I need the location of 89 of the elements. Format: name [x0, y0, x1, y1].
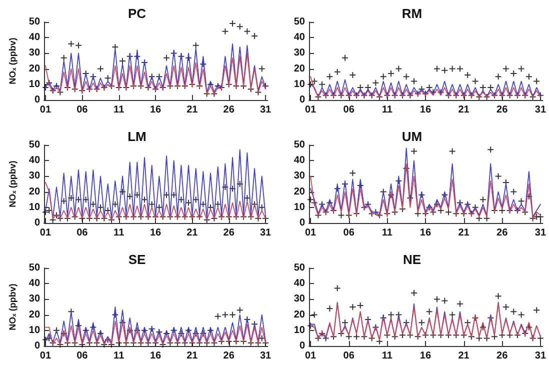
y-tick-label: 40	[28, 32, 40, 44]
x-tick-label: 16	[420, 228, 432, 238]
y-tick-label: 50	[294, 16, 306, 28]
y-tick-label: 20	[28, 186, 40, 198]
y-tick-label: 0	[34, 218, 40, 228]
y-tick-label: 10	[28, 78, 40, 90]
x-tick-label: 21	[186, 350, 198, 362]
x-tick-label: 26	[223, 228, 235, 238]
y-tick-label: 50	[28, 140, 40, 150]
y-tick-label: 30	[294, 294, 306, 305]
x-tick-label: 11	[382, 350, 393, 362]
chart-title: RM	[402, 6, 422, 21]
x-tick-label: 16	[150, 228, 162, 238]
x-tick-label: 01	[40, 350, 52, 362]
y-tick-label: 20	[28, 63, 40, 74]
chart-title: PC	[128, 6, 147, 21]
chart-title: SE	[128, 252, 146, 267]
y-tick-label: 10	[294, 78, 306, 90]
y-tick-label: 0	[299, 94, 306, 106]
x-tick-label: 16	[150, 104, 162, 116]
y-tick-label: 20	[28, 309, 40, 320]
x-tick-label: 21	[458, 104, 470, 116]
x-tick-label: 26	[223, 104, 235, 116]
x-tick-label: 06	[343, 104, 355, 116]
x-tick-label: 06	[76, 228, 88, 238]
y-tick-label: 20	[294, 63, 306, 74]
x-tick-label: 11	[114, 104, 125, 116]
x-tick-label: 21	[458, 228, 470, 238]
y-tick-label: 30	[294, 48, 306, 59]
x-tick-label: 11	[382, 228, 393, 238]
y-tick-label: 40	[294, 278, 306, 290]
x-tick-label: 31	[260, 228, 272, 238]
x-tick-label: 06	[76, 350, 88, 362]
x-tick-label: 31	[534, 104, 546, 116]
x-tick-label: 31	[260, 104, 272, 116]
y-tick-label: 10	[294, 202, 306, 213]
x-tick-label: 31	[534, 228, 546, 238]
x-tick-label: 26	[496, 104, 508, 116]
y-tick-label: 40	[294, 32, 306, 44]
y-tick-label: 50	[294, 262, 306, 274]
y-tick-label: 0	[299, 218, 306, 228]
x-tick-label: 21	[186, 228, 198, 238]
line-series	[45, 149, 266, 219]
y-tick-label: 50	[28, 262, 40, 274]
x-tick-label: 11	[382, 104, 393, 116]
x-tick-label: 01	[304, 104, 317, 116]
chart-title: NE	[402, 252, 422, 267]
chart-title: LM	[128, 129, 146, 144]
x-tick-label: 21	[458, 350, 470, 362]
line-series	[45, 43, 266, 93]
y-tick-label: 0	[34, 340, 40, 352]
line-series	[45, 320, 266, 345]
x-tick-label: 16	[150, 350, 162, 362]
y-tick-label: 30	[28, 170, 40, 182]
y-tick-label: 30	[28, 294, 40, 305]
x-tick-label: 31	[260, 350, 272, 362]
y-tick-label: 40	[28, 278, 40, 290]
chart-title: UM	[402, 129, 422, 144]
y-tick-label: 10	[28, 202, 40, 213]
y-tick-label: 50	[28, 16, 40, 28]
y-tick-label: 10	[28, 324, 40, 336]
x-tick-label: 16	[420, 350, 432, 362]
x-tick-label: 11	[114, 350, 125, 362]
x-tick-label: 26	[223, 350, 235, 362]
x-tick-label: 06	[343, 228, 355, 238]
line-series	[45, 52, 266, 94]
x-tick-label: 06	[343, 350, 355, 362]
y-tick-label: 0	[299, 340, 306, 352]
line-series	[310, 163, 541, 219]
x-tick-label: 11	[114, 228, 125, 238]
x-tick-label: 21	[186, 104, 198, 116]
y-tick-label: 0	[34, 94, 40, 106]
x-tick-label: 06	[76, 104, 88, 116]
y-tick-label: 30	[294, 170, 306, 182]
x-tick-label: 01	[40, 228, 52, 238]
y-tick-label: 20	[294, 309, 306, 320]
y-tick-label: 40	[28, 155, 40, 166]
x-tick-label: 01	[40, 104, 52, 116]
x-tick-label: 01	[304, 350, 317, 362]
x-tick-label: 26	[496, 228, 508, 238]
y-tick-label: 10	[294, 324, 306, 336]
y-tick-label: 40	[294, 155, 306, 166]
y-tick-label: 20	[294, 186, 306, 198]
x-tick-label: 31	[534, 350, 546, 362]
y-tick-label: 30	[28, 48, 40, 59]
x-tick-label: 16	[420, 104, 432, 116]
y-tick-label: 50	[294, 140, 306, 150]
x-tick-label: 26	[496, 350, 508, 362]
x-tick-label: 01	[304, 228, 317, 238]
